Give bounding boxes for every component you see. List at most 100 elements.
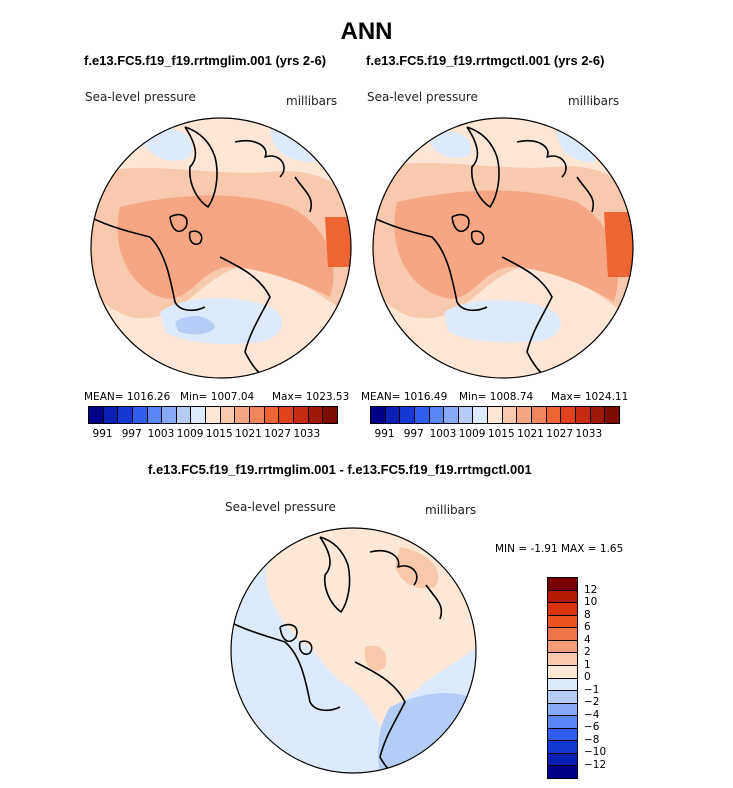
colorbar-label: 4 — [584, 633, 591, 646]
colorbar-swatch — [548, 665, 577, 679]
figure-title: ANN — [340, 18, 393, 45]
diff-minmax: MIN = -1.91 MAX = 1.65 — [495, 543, 624, 555]
colorbar-swatch — [458, 407, 474, 423]
panel1-variable: Sea-level pressure — [85, 90, 196, 104]
panel1-colorbar-labels: 991 997 1003 1009 1015 1021 1027 1033 — [88, 428, 336, 442]
map2-low-atlantic — [427, 131, 472, 159]
colorbar-label: −12 — [584, 758, 607, 771]
panel1-case-title: f.e13.FC5.f19_f19.rrtmglim.001 (yrs 2-6) — [84, 53, 327, 68]
colorbar-label: 8 — [584, 608, 591, 621]
colorbar-swatch — [103, 407, 119, 423]
map1-low-core — [175, 315, 215, 335]
panel1-mean: MEAN= 1016.26 — [84, 391, 171, 403]
diff-variable: Sea-level pressure — [225, 500, 336, 514]
colorbar-label: 1027 — [264, 428, 292, 440]
map1-coast-europe — [234, 139, 285, 178]
colorbar-label: 991 — [374, 428, 395, 440]
colorbar-swatch — [546, 407, 562, 423]
colorbar-swatch — [548, 728, 577, 742]
colorbar-label: 1021 — [235, 428, 262, 440]
colorbar-label: −6 — [584, 721, 600, 733]
colorbar-swatch — [89, 407, 104, 423]
colorbar-label: 1033 — [575, 428, 603, 440]
colorbar-swatch — [590, 407, 606, 423]
colorbar-label: −1 — [584, 683, 600, 696]
colorbar-label: 0 — [584, 671, 591, 683]
map3-coast-europe — [369, 549, 418, 586]
colorbar-swatch — [517, 407, 533, 423]
colorbar-swatch — [414, 407, 430, 423]
colorbar-swatch — [400, 407, 415, 423]
diff-colorbar — [547, 577, 578, 779]
colorbar-swatch — [548, 590, 577, 604]
colorbar-label: −10 — [584, 746, 607, 758]
colorbar-swatch — [308, 407, 324, 423]
map3-coast-scandinavia — [425, 584, 443, 620]
colorbar-swatch — [548, 640, 577, 654]
colorbar-swatch — [548, 578, 577, 591]
colorbar-swatch — [548, 703, 577, 717]
panel2-units: millibars — [568, 94, 620, 108]
colorbar-swatch — [118, 407, 133, 423]
map2-coast-northamerica — [373, 216, 488, 312]
map2-coast-scandinavia — [576, 176, 595, 213]
colorbar-swatch — [548, 716, 577, 729]
colorbar-swatch — [132, 407, 148, 423]
map1-low-northeast — [270, 127, 316, 162]
map2-low-northeast — [557, 129, 596, 162]
diff-colorbar-labels: 12 10 8 6 4 2 1 0 −1 −2 −4 −6 −8 −10 −12 — [584, 577, 624, 777]
colorbar-swatch — [220, 407, 236, 423]
colorbar-swatch — [502, 407, 518, 423]
colorbar-swatch — [235, 407, 251, 423]
colorbar-swatch — [548, 653, 577, 666]
colorbar-swatch — [548, 603, 577, 616]
map1-coast-archipelago — [169, 213, 203, 246]
diff-units: millibars — [425, 503, 477, 517]
colorbar-swatch — [605, 407, 619, 423]
panel2-variable: Sea-level pressure — [367, 90, 478, 104]
map2-coast-archipelago — [451, 213, 485, 246]
colorbar-label: 1021 — [517, 428, 544, 440]
panel2-max: Max= 1024.11 — [551, 391, 629, 403]
panel2-polar-map — [372, 117, 634, 379]
map3-pos-northeast — [395, 547, 439, 589]
colorbar-swatch — [385, 407, 401, 423]
colorbar-label: 991 — [92, 428, 113, 440]
map3-coast-northamerica — [231, 621, 341, 712]
colorbar-label: 2 — [584, 646, 591, 658]
colorbar-swatch — [548, 741, 577, 754]
map3-coast-greenland — [319, 536, 351, 613]
colorbar-swatch — [162, 407, 177, 423]
colorbar-swatch — [147, 407, 163, 423]
panel1-polar-map — [90, 117, 352, 379]
colorbar-label: 1033 — [293, 428, 321, 440]
colorbar-swatch — [548, 766, 577, 778]
map2-high-max — [604, 212, 633, 277]
colorbar-swatch — [323, 407, 337, 423]
colorbar-swatch — [548, 678, 577, 692]
colorbar-label: 1015 — [205, 428, 233, 440]
panel1-colorbar — [88, 406, 338, 424]
colorbar-swatch — [264, 407, 280, 423]
colorbar-swatch — [371, 407, 386, 423]
panel1-units: millibars — [286, 94, 338, 108]
panel2-mean: MEAN= 1016.49 — [361, 391, 448, 403]
colorbar-label: 997 — [403, 428, 424, 440]
colorbar-swatch — [206, 407, 221, 423]
map1-coast-greenland — [184, 126, 218, 208]
diff-polar-map — [230, 527, 477, 774]
colorbar-label: 1003 — [147, 428, 175, 440]
colorbar-label: 1 — [584, 658, 591, 671]
panel2-colorbar — [370, 406, 620, 424]
colorbar-label: 1015 — [487, 428, 515, 440]
colorbar-label: 10 — [584, 596, 598, 608]
colorbar-label: 12 — [584, 583, 598, 596]
map3-coast-archipelago — [279, 623, 313, 656]
colorbar-swatch — [279, 407, 294, 423]
panel1-max: Max= 1023.53 — [272, 391, 350, 403]
panel2-case-title: f.e13.FC5.f19_f19.rrtmgctl.001 (yrs 2-6) — [366, 53, 605, 68]
map3-pos-center — [364, 645, 387, 671]
colorbar-swatch — [176, 407, 192, 423]
colorbar-swatch — [548, 628, 577, 641]
